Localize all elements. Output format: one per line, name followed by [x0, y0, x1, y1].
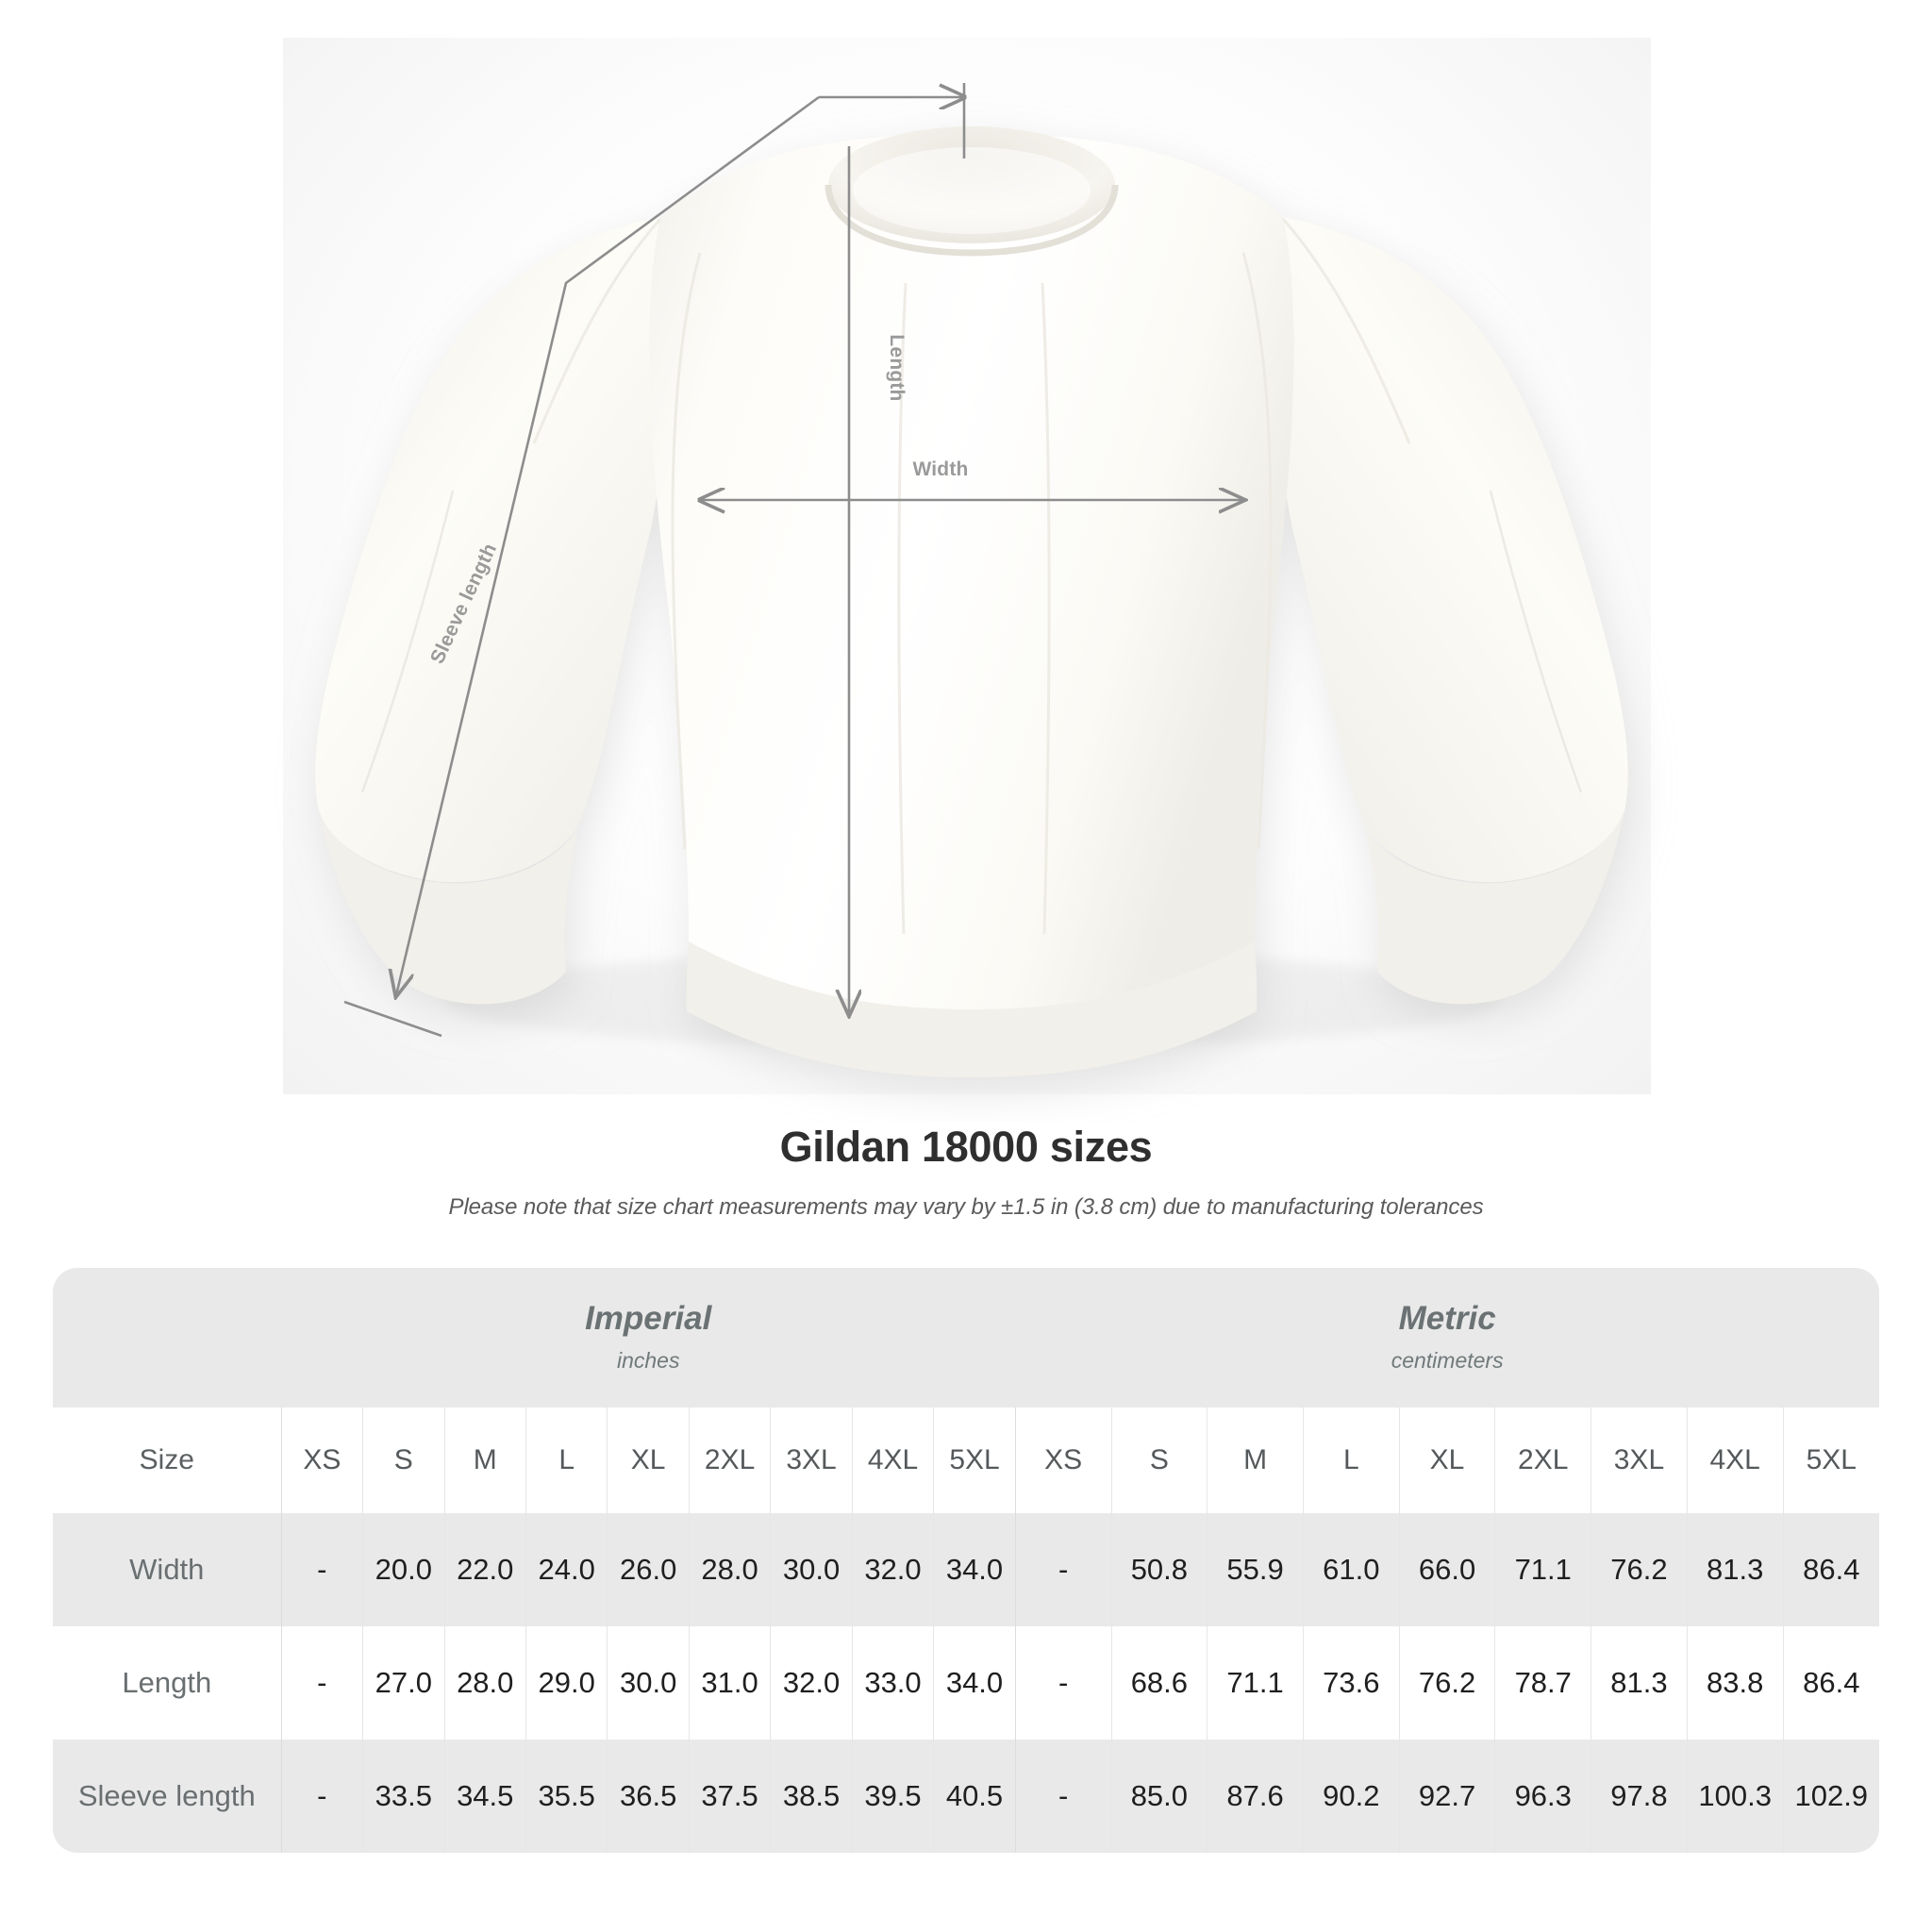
cell-length-imp-1: 27.0 [362, 1626, 445, 1740]
cell-width-met-3: 61.0 [1302, 1513, 1400, 1626]
cell-sleeve-met-4: 92.7 [1398, 1740, 1495, 1853]
cell-sleeve-imp-4: 36.5 [607, 1740, 690, 1853]
cell-sleeve-imp-2: 34.5 [443, 1740, 526, 1853]
header-met-xl: XL [1398, 1407, 1495, 1513]
header-imp-xs: XS [280, 1407, 363, 1513]
row-label-width: Width [53, 1513, 282, 1626]
cell-sleeve-imp-8: 40.5 [933, 1740, 1016, 1853]
cell-sleeve-imp-1: 33.5 [362, 1740, 445, 1853]
header-imp-4xl: 4XL [851, 1407, 934, 1513]
size-table-container: Imperial inches Metric centimeters Size … [53, 1268, 1879, 1853]
unit-name-metric: Metric [1398, 1300, 1496, 1338]
cell-width-imp-0: - [280, 1513, 363, 1626]
header-size-label: Size [53, 1407, 282, 1513]
header-imp-3xl: 3XL [770, 1407, 853, 1513]
table-row: Width - 20.0 22.0 24.0 26.0 28.0 30.0 32… [53, 1513, 1879, 1626]
header-imp-5xl: 5XL [933, 1407, 1016, 1513]
cell-sleeve-imp-5: 37.5 [688, 1740, 771, 1853]
cell-sleeve-met-5: 96.3 [1494, 1740, 1591, 1853]
cell-length-imp-5: 31.0 [688, 1626, 771, 1740]
header-imp-xl: XL [607, 1407, 690, 1513]
cell-length-imp-4: 30.0 [607, 1626, 690, 1740]
table-row: Length - 27.0 28.0 29.0 30.0 31.0 32.0 3… [53, 1626, 1879, 1740]
cell-sleeve-met-0: - [1014, 1740, 1111, 1853]
unit-banner-row: Imperial inches Metric centimeters [53, 1268, 1879, 1407]
cell-width-met-6: 76.2 [1591, 1513, 1688, 1626]
cell-width-met-5: 71.1 [1494, 1513, 1591, 1626]
table-row: Sleeve length - 33.5 34.5 35.5 36.5 37.5… [53, 1740, 1879, 1853]
cell-width-imp-8: 34.0 [933, 1513, 1016, 1626]
header-met-l: L [1302, 1407, 1400, 1513]
cell-length-met-3: 73.6 [1302, 1626, 1400, 1740]
cell-width-met-0: - [1014, 1513, 1111, 1626]
cell-length-imp-7: 33.0 [851, 1626, 934, 1740]
header-imp-l: L [525, 1407, 608, 1513]
unit-banner-spacer [53, 1268, 282, 1407]
cell-length-met-4: 76.2 [1398, 1626, 1495, 1740]
cell-length-imp-6: 32.0 [770, 1626, 853, 1740]
header-met-5xl: 5XL [1782, 1407, 1879, 1513]
cell-width-imp-5: 28.0 [688, 1513, 771, 1626]
cell-length-imp-2: 28.0 [443, 1626, 526, 1740]
page-title: Gildan 18000 sizes [779, 1123, 1153, 1171]
unit-group-metric: Metric centimeters [1015, 1268, 1879, 1407]
header-met-m: M [1207, 1407, 1304, 1513]
header-imp-s: S [362, 1407, 445, 1513]
cell-width-imp-2: 22.0 [443, 1513, 526, 1626]
header-met-4xl: 4XL [1686, 1407, 1784, 1513]
cell-width-met-1: 50.8 [1110, 1513, 1208, 1626]
length-label: Length [886, 334, 908, 402]
tolerance-note: Please note that size chart measurements… [448, 1194, 1484, 1220]
cell-sleeve-imp-3: 35.5 [525, 1740, 608, 1853]
cell-length-met-5: 78.7 [1494, 1626, 1591, 1740]
header-met-xs: XS [1014, 1407, 1111, 1513]
unit-sub-imperial: inches [616, 1347, 680, 1373]
sweatshirt-shape [315, 126, 1628, 1077]
cell-width-imp-6: 30.0 [770, 1513, 853, 1626]
cell-width-imp-1: 20.0 [362, 1513, 445, 1626]
size-header-row: Size XS S M L XL 2XL 3XL 4XL 5XL XS S M … [53, 1407, 1879, 1513]
size-chart-table: Imperial inches Metric centimeters Size … [53, 1268, 1879, 1853]
cell-length-met-6: 81.3 [1591, 1626, 1688, 1740]
cell-length-imp-0: - [280, 1626, 363, 1740]
cell-sleeve-met-1: 85.0 [1110, 1740, 1208, 1853]
row-label-length: Length [53, 1626, 282, 1740]
cell-length-met-7: 83.8 [1686, 1626, 1784, 1740]
unit-name-imperial: Imperial [585, 1300, 712, 1338]
sweatshirt-illustration: Width Length Sleeve length [315, 83, 1628, 1077]
cell-sleeve-imp-0: - [280, 1740, 363, 1853]
header-met-3xl: 3XL [1591, 1407, 1688, 1513]
header-met-s: S [1110, 1407, 1208, 1513]
cell-sleeve-met-7: 100.3 [1686, 1740, 1784, 1853]
cell-sleeve-imp-6: 38.5 [770, 1740, 853, 1853]
cell-sleeve-met-3: 90.2 [1302, 1740, 1400, 1853]
cell-width-met-4: 66.0 [1398, 1513, 1495, 1626]
cell-length-met-1: 68.6 [1110, 1626, 1208, 1740]
cell-width-imp-4: 26.0 [607, 1513, 690, 1626]
cell-width-imp-3: 24.0 [525, 1513, 608, 1626]
cell-sleeve-imp-7: 39.5 [851, 1740, 934, 1853]
cell-width-met-2: 55.9 [1207, 1513, 1304, 1626]
cell-length-met-2: 71.1 [1207, 1626, 1304, 1740]
cell-length-imp-8: 34.0 [933, 1626, 1016, 1740]
cell-sleeve-met-6: 97.8 [1591, 1740, 1688, 1853]
cell-length-met-8: 86.4 [1782, 1626, 1879, 1740]
unit-sub-metric: centimeters [1391, 1347, 1504, 1373]
header-met-2xl: 2XL [1494, 1407, 1591, 1513]
width-label: Width [912, 458, 969, 480]
header-imp-2xl: 2XL [688, 1407, 771, 1513]
cell-length-imp-3: 29.0 [525, 1626, 608, 1740]
cell-length-met-0: - [1014, 1626, 1111, 1740]
cell-width-met-8: 86.4 [1782, 1513, 1879, 1626]
cell-sleeve-met-8: 102.9 [1782, 1740, 1879, 1853]
cell-width-met-7: 81.3 [1686, 1513, 1784, 1626]
unit-group-imperial: Imperial inches [281, 1268, 1016, 1407]
cell-sleeve-met-2: 87.6 [1207, 1740, 1304, 1853]
title-block: Gildan 18000 sizes Please note that size… [0, 1123, 1932, 1221]
cell-width-imp-7: 32.0 [851, 1513, 934, 1626]
row-label-sleeve-length: Sleeve length [53, 1740, 282, 1853]
header-imp-m: M [443, 1407, 526, 1513]
garment-diagram: Width Length Sleeve length [283, 38, 1651, 1094]
